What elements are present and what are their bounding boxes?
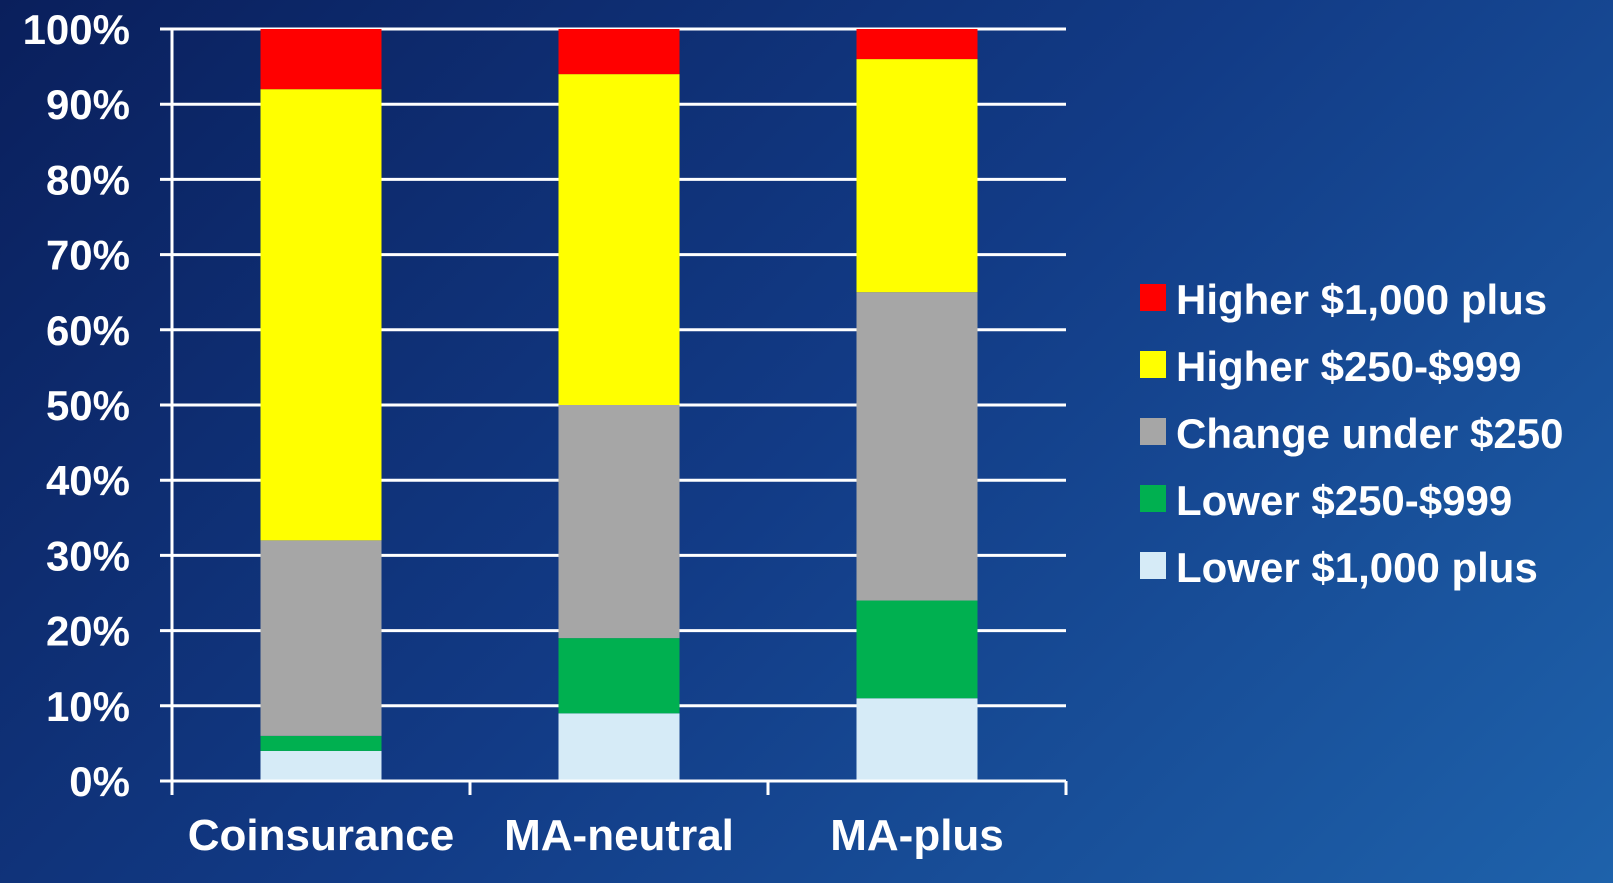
- legend-swatch: [1140, 284, 1166, 311]
- bar-segment: [558, 638, 680, 714]
- legend-label: Higher $1,000 plus: [1176, 276, 1547, 323]
- bar-segment: [260, 750, 382, 781]
- y-tick-label: 30%: [46, 532, 130, 579]
- x-category-label: MA-plus: [830, 811, 1004, 860]
- bars: [260, 29, 978, 781]
- y-tick-label: 60%: [46, 307, 130, 354]
- bar-segment: [856, 29, 978, 60]
- legend-swatch: [1140, 351, 1166, 378]
- y-tick-label: 40%: [46, 457, 130, 504]
- bar-segment: [260, 735, 382, 751]
- bar-segment: [558, 74, 680, 406]
- bar-segment: [558, 29, 680, 75]
- x-axis-categories: Coinsurance MA-neutral MA-plus: [188, 811, 1004, 860]
- legend-label: Change under $250: [1176, 410, 1563, 457]
- y-tick-label: 50%: [46, 382, 130, 429]
- y-tick-label: 70%: [46, 232, 130, 279]
- legend: Higher $1,000 plus Higher $250-$999 Change…: [1140, 276, 1563, 591]
- bar-segment: [558, 713, 680, 781]
- legend-swatch: [1140, 552, 1166, 579]
- y-tick-label: 80%: [46, 156, 130, 203]
- y-tick-label: 90%: [46, 81, 130, 128]
- y-tick-label: 100%: [23, 6, 130, 53]
- legend-label: Higher $250-$999: [1176, 343, 1522, 390]
- legend-swatch: [1140, 485, 1166, 512]
- bar-segment: [856, 292, 978, 601]
- axes: [170, 29, 1068, 795]
- bar-segment: [558, 405, 680, 639]
- legend-label: Lower $1,000 plus: [1176, 544, 1538, 591]
- x-category-label: MA-neutral: [504, 811, 734, 860]
- bar-segment: [856, 698, 978, 781]
- bar-segment: [260, 540, 382, 736]
- y-axis-ticks: 0% 10% 20% 30% 40% 50% 60% 70% 80% 90% 100%: [23, 6, 130, 805]
- y-tick-label: 0%: [69, 758, 130, 805]
- y-tick-label: 20%: [46, 608, 130, 655]
- bar-segment: [856, 600, 978, 699]
- x-category-label: Coinsurance: [188, 811, 455, 860]
- bar-segment: [260, 89, 382, 541]
- bar-segment: [856, 59, 978, 293]
- legend-label: Lower $250-$999: [1176, 477, 1512, 524]
- bar-segment: [260, 29, 382, 90]
- legend-swatch: [1140, 418, 1166, 445]
- y-tick-label: 10%: [46, 683, 130, 730]
